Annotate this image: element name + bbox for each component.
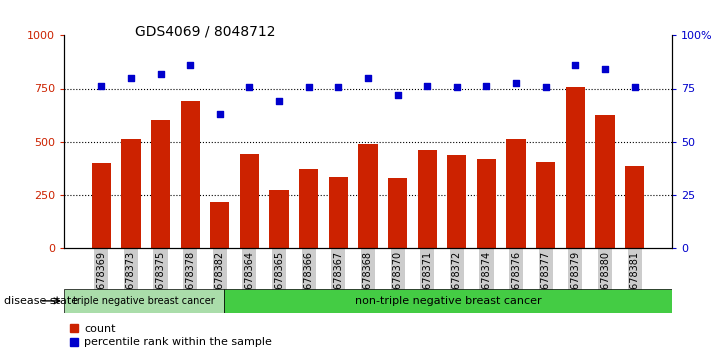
Bar	[122, 139, 141, 248]
Point	[629, 85, 641, 90]
Point	[510, 80, 522, 86]
Bar	[224, 289, 672, 313]
Bar	[417, 150, 437, 248]
Bar	[477, 159, 496, 248]
Bar	[240, 154, 259, 248]
Point	[244, 85, 255, 90]
Point	[451, 85, 463, 90]
Point	[422, 84, 433, 89]
Point	[95, 84, 107, 89]
Point	[125, 75, 137, 81]
Point	[362, 75, 374, 81]
Point	[540, 85, 552, 90]
Legend: count, percentile rank within the sample: count, percentile rank within the sample	[70, 324, 272, 348]
Text: triple negative breast cancer: triple negative breast cancer	[73, 296, 215, 306]
Point	[481, 84, 492, 89]
Bar	[566, 87, 585, 248]
Bar	[92, 163, 111, 248]
Bar	[328, 177, 348, 248]
Bar	[388, 178, 407, 248]
Point	[570, 62, 581, 68]
Bar	[358, 144, 378, 248]
Text: non-triple negative breast cancer: non-triple negative breast cancer	[355, 296, 541, 306]
Point	[184, 62, 196, 68]
Bar	[625, 166, 644, 248]
Bar	[210, 202, 230, 248]
Bar	[269, 190, 289, 248]
Bar	[595, 115, 614, 248]
Bar	[506, 139, 525, 248]
Point	[392, 92, 403, 98]
Bar	[536, 162, 555, 248]
Point	[273, 98, 284, 104]
Text: GDS4069 / 8048712: GDS4069 / 8048712	[135, 25, 276, 39]
Point	[214, 111, 225, 117]
Text: disease state: disease state	[4, 296, 77, 306]
Bar	[299, 169, 319, 248]
Point	[599, 67, 611, 72]
Bar	[447, 155, 466, 248]
Bar	[181, 101, 200, 248]
Bar	[64, 289, 224, 313]
Bar	[151, 120, 170, 248]
Point	[155, 71, 166, 76]
Point	[303, 85, 314, 90]
Point	[333, 85, 344, 90]
